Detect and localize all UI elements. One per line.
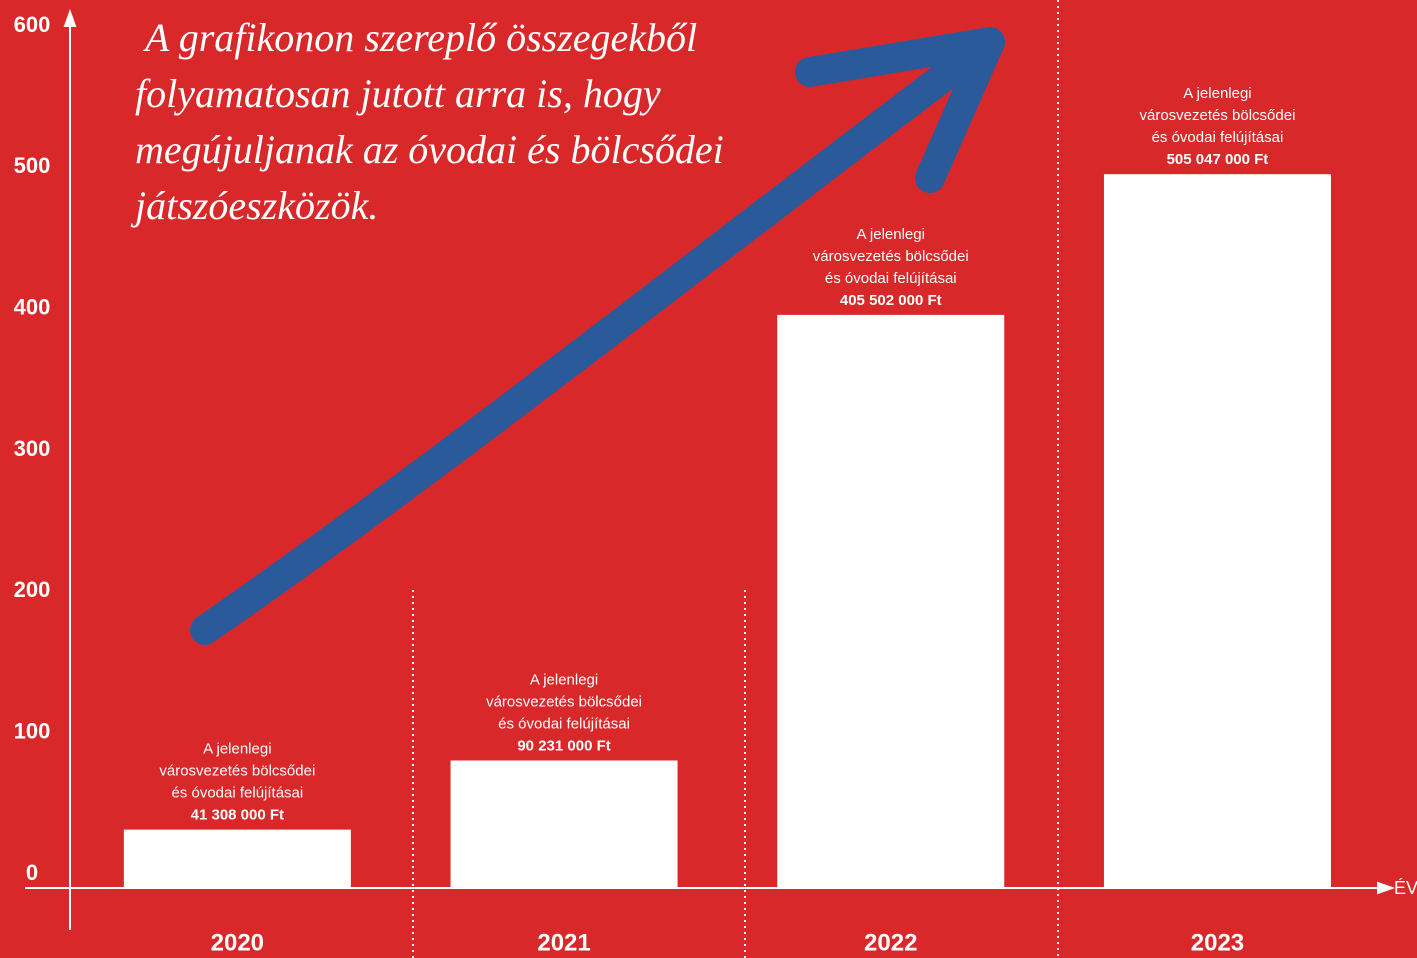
axes	[25, 9, 1395, 930]
bar	[450, 760, 678, 888]
annotation-line: A grafikonon szereplő összegekből	[142, 15, 697, 60]
y-tick-label: 500	[14, 153, 51, 178]
y-axis-arrow	[63, 9, 77, 27]
x-axis-arrow	[1377, 881, 1395, 895]
value-label: 505 047 000 Ft	[1167, 151, 1269, 168]
y-tick-label: 400	[14, 294, 51, 319]
x-tick-label: 2023	[1191, 929, 1244, 956]
marks	[123, 174, 1331, 888]
annotation-line: folyamatosan jutott arra is, hogy	[135, 71, 661, 116]
x-tick-label: 2022	[864, 929, 917, 956]
bar-note: és óvodai felújításai	[1152, 129, 1284, 146]
annotation-line: játszóeszközök.	[130, 183, 378, 228]
x-axis-label: ÉV	[1394, 878, 1417, 898]
y-tick-label: 600	[14, 12, 51, 37]
bar-note: városvezetés bölcsődei	[813, 248, 969, 265]
y-tick-label: 0	[26, 860, 38, 885]
value-label: 405 502 000 Ft	[840, 292, 942, 309]
value-label: 41 308 000 Ft	[191, 807, 284, 824]
bar-note: és óvodai felújításai	[171, 785, 303, 802]
annotation: A grafikonon szereplő összegekből folyama…	[130, 15, 724, 228]
bar	[123, 829, 351, 888]
y-tick-label: 200	[14, 577, 51, 602]
y-tick-label: 100	[14, 718, 51, 743]
bar	[1103, 174, 1331, 888]
bar-note: A jelenlegi	[1183, 85, 1251, 102]
bar-note: városvezetés bölcsődei	[159, 763, 315, 780]
separators	[412, 0, 1059, 958]
x-tick-label: 2020	[211, 929, 264, 956]
bar-note: A jelenlegi	[530, 671, 598, 688]
bar-note: A jelenlegi	[857, 226, 925, 243]
bar-note: városvezetés bölcsődei	[1139, 107, 1295, 124]
annotation-line: megújuljanak az óvodai és bölcsődei	[135, 127, 724, 172]
y-tick-label: 300	[14, 436, 51, 461]
bar-note: A jelenlegi	[203, 741, 271, 758]
bar-note: városvezetés bölcsődei	[486, 693, 642, 710]
bar	[777, 314, 1005, 888]
trend-arrow	[190, 27, 1005, 645]
bar-note: és óvodai felújításai	[825, 270, 957, 287]
arrow-shaft	[190, 27, 1005, 645]
bar-note: és óvodai felújításai	[498, 715, 630, 732]
x-tick-label: 2021	[537, 929, 590, 956]
arrow-head	[795, 27, 1005, 193]
value-label: 90 231 000 Ft	[517, 737, 610, 754]
